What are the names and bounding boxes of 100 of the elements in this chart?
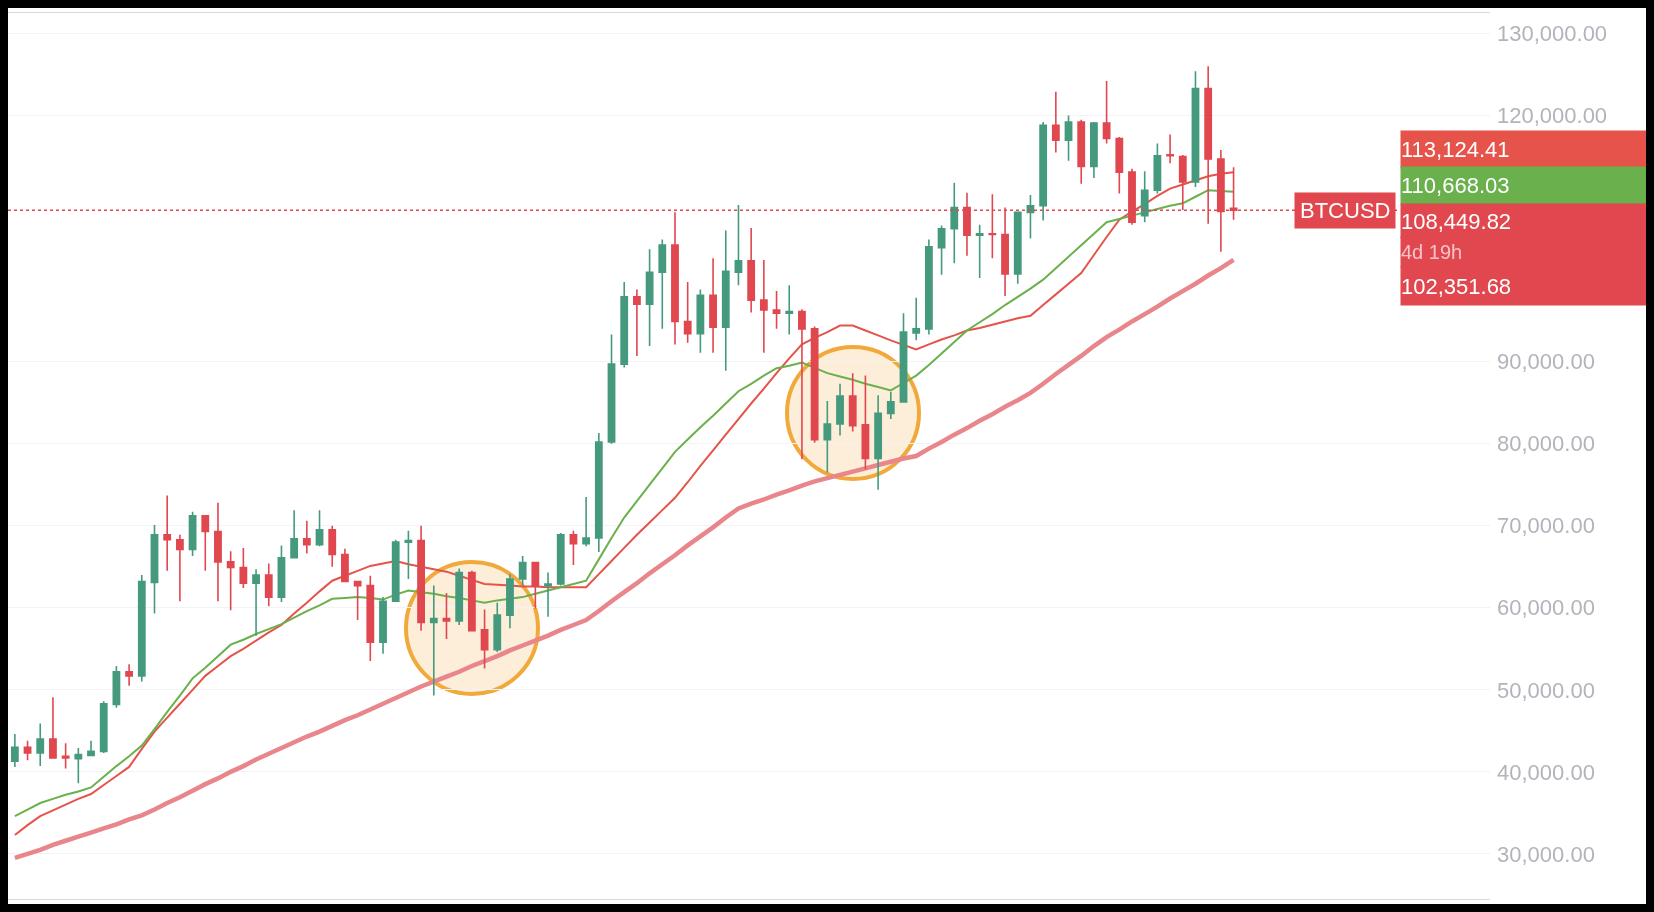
candlestick <box>1077 118 1086 185</box>
candlestick <box>442 592 451 640</box>
candlestick <box>1115 136 1124 195</box>
candlestick <box>1026 194 1035 240</box>
candlestick <box>709 257 717 354</box>
candlestick <box>848 372 857 433</box>
candlestick <box>23 739 32 762</box>
candlestick <box>10 733 19 768</box>
candlestick <box>645 248 654 347</box>
candlestick <box>696 288 705 354</box>
candlestick <box>391 538 400 603</box>
candlestick <box>1153 142 1162 195</box>
candlestick <box>823 400 832 474</box>
y-tick-label: 80,000.00 <box>1497 431 1595 457</box>
candlestick <box>1051 90 1060 154</box>
candlestick <box>404 529 413 580</box>
candlestick <box>49 696 57 760</box>
candlestick <box>239 547 248 589</box>
candlestick <box>569 529 578 566</box>
y-tick-label: 70,000.00 <box>1497 513 1595 539</box>
candlestick <box>1090 121 1098 179</box>
candlestick <box>493 602 502 653</box>
candlestick <box>74 747 83 785</box>
candlestick <box>137 574 146 683</box>
candlestick <box>1039 121 1048 222</box>
candlestick <box>810 325 819 444</box>
candlestick <box>556 532 565 587</box>
candlestick <box>87 739 95 757</box>
candlestick <box>620 281 629 369</box>
candlestick <box>61 742 70 770</box>
candlestick <box>734 204 743 287</box>
candlestick <box>759 259 768 354</box>
y-tick-label: 60,000.00 <box>1497 595 1595 621</box>
candlestick <box>658 238 667 330</box>
y-tick-label: 40,000.00 <box>1497 759 1595 785</box>
candlestick <box>1191 70 1200 188</box>
candlestick <box>544 571 552 618</box>
candlestick <box>150 524 159 615</box>
candlestick <box>328 524 337 568</box>
line-series <box>12 257 1236 861</box>
candlestick <box>632 288 641 357</box>
candlestick <box>467 570 476 633</box>
text: 4d 19h <box>1401 241 1463 263</box>
candlestick <box>1102 80 1111 145</box>
candlestick <box>214 501 222 603</box>
candlestick <box>1064 114 1073 162</box>
candlestick <box>175 533 184 603</box>
candlestick <box>798 308 806 461</box>
candlestick <box>924 238 933 336</box>
y-tick-label: 130,000.00 <box>1497 21 1608 47</box>
candlestick <box>353 580 362 621</box>
candlestick <box>747 227 756 314</box>
candlestick <box>861 374 870 470</box>
candlestick <box>937 224 946 276</box>
candlestick <box>975 223 984 279</box>
candlestick <box>785 284 794 336</box>
candlestick <box>518 555 527 587</box>
text: 110,668.03 <box>1401 173 1510 198</box>
candlestick <box>201 514 210 572</box>
candlestick <box>417 524 425 632</box>
y-tick-label: 90,000.00 <box>1497 349 1595 375</box>
text: 108,449.82 <box>1401 208 1512 234</box>
y-tick-label: 50,000.00 <box>1497 677 1595 703</box>
candlestick <box>163 494 172 572</box>
y-tick-label: 30,000.00 <box>1497 841 1595 867</box>
candlestick <box>950 182 959 265</box>
candlestick <box>252 568 260 637</box>
candlestick <box>429 584 438 697</box>
candlestick <box>531 561 540 610</box>
candlestick <box>315 509 324 548</box>
text: 102,351.68 <box>1401 273 1512 299</box>
text: 113,124.41 <box>1401 137 1510 162</box>
candlestick <box>379 596 387 655</box>
candlestick <box>899 312 908 404</box>
candlestick <box>99 700 108 754</box>
candlestick <box>607 333 616 445</box>
candlestick <box>455 567 464 626</box>
candlestick <box>1140 170 1149 223</box>
candlestick <box>683 281 692 344</box>
candlestick <box>36 722 45 767</box>
y-tick-label: 120,000.00 <box>1497 103 1608 129</box>
candlestick <box>226 550 235 612</box>
candlestick <box>366 574 375 662</box>
candlestick <box>836 383 844 437</box>
candlestick <box>1166 133 1174 164</box>
candlestick <box>1013 210 1022 285</box>
candlestick <box>912 296 921 342</box>
candlestick <box>721 229 730 372</box>
candlestick <box>506 573 514 630</box>
candlestick <box>290 509 299 559</box>
candlestick <box>582 496 591 548</box>
candlestick <box>480 608 489 670</box>
candlestick <box>264 562 273 607</box>
candlestick <box>886 391 895 420</box>
candlestick <box>341 547 349 584</box>
candlestick <box>874 394 883 491</box>
candlestick <box>772 290 781 330</box>
candlestick <box>302 520 311 555</box>
candlestick <box>125 663 134 687</box>
ref-line-label: BTCUSD <box>1300 198 1391 223</box>
